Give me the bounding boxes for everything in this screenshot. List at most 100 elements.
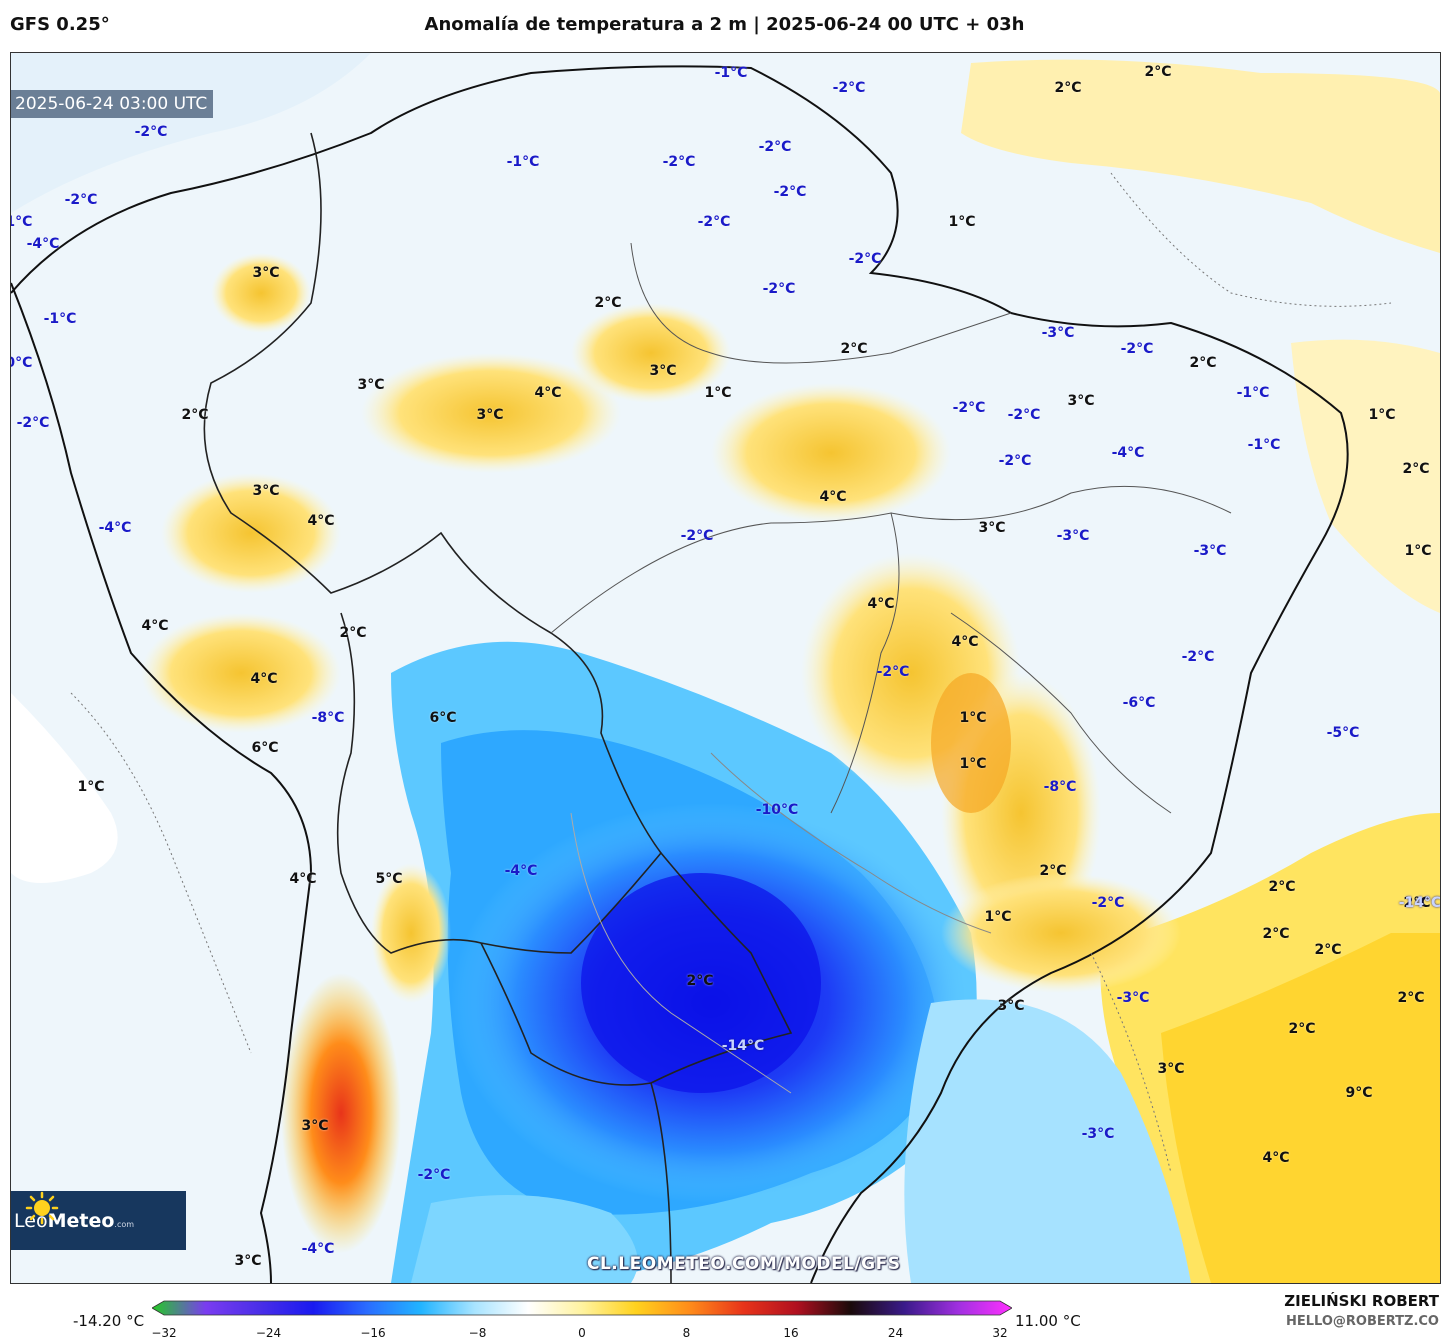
anomaly-label: -2°C <box>1091 895 1125 911</box>
anomaly-label: 3°C <box>357 377 385 393</box>
anomaly-label: -4°C <box>98 520 132 536</box>
colorbar-tick-label: −32 <box>151 1326 177 1340</box>
anomaly-label: -2°C <box>758 139 792 155</box>
anomaly-label: 4°C <box>867 596 895 612</box>
anomaly-label: 1°C <box>704 385 732 401</box>
anomaly-label: -2°C <box>998 453 1032 469</box>
anomaly-label: 2°C <box>1402 461 1430 477</box>
anomaly-label: -4°C <box>301 1241 335 1257</box>
colorbar-tick-label: −8 <box>468 1326 487 1340</box>
anomaly-label: -1°C <box>1247 437 1281 453</box>
anomaly-label: 4°C <box>250 671 278 687</box>
anomaly-label: 3°C <box>476 407 504 423</box>
anomaly-label: 3°C <box>997 998 1025 1014</box>
anomaly-label: 2°C <box>1054 80 1082 96</box>
anomaly-label: 1°C <box>984 909 1012 925</box>
anomaly-label: 1°C <box>959 710 987 726</box>
anomaly-label: 2°C <box>339 625 367 641</box>
anomaly-label: 2°C <box>1397 990 1425 1006</box>
anomaly-label: -2°C <box>1120 341 1154 357</box>
anomaly-label: 4°C <box>289 871 317 887</box>
leometeo-logo: LeoMeteo.com <box>11 1191 186 1250</box>
anomaly-label: -4°C <box>504 863 538 879</box>
anomaly-label: 2°C <box>1039 863 1067 879</box>
anomaly-label: -2°C <box>417 1167 451 1183</box>
anomaly-label: -14°C <box>1398 895 1441 911</box>
model-name: GFS 0.25° <box>10 14 110 35</box>
anomaly-label: -2°C <box>952 400 986 416</box>
anomaly-label: -8°C <box>1043 779 1077 795</box>
anomaly-label: 6°C <box>429 710 457 726</box>
anomaly-label: 3°C <box>301 1118 329 1134</box>
anomaly-label: -5°C <box>1326 725 1360 741</box>
anomaly-label: 4°C <box>819 489 847 505</box>
anomaly-label: -1°C <box>11 214 33 230</box>
anomaly-label: -2°C <box>697 214 731 230</box>
map-fill <box>11 53 1440 1283</box>
map-title: Anomalía de temperatura a 2 m | 2025-06-… <box>424 14 1025 35</box>
anomaly-label: 4°C <box>1262 1150 1290 1166</box>
anomaly-label: 1°C <box>948 214 976 230</box>
anomaly-label: -2°C <box>16 415 50 431</box>
anomaly-label: -10°C <box>755 802 799 818</box>
anomaly-label: -8°C <box>311 710 345 726</box>
anomaly-label: 3°C <box>1067 393 1095 409</box>
colorbar-tick-label: 0 <box>578 1326 586 1340</box>
anomaly-label: -3°C <box>1081 1126 1115 1142</box>
anomaly-label: 4°C <box>534 385 562 401</box>
anomaly-label: -6°C <box>1122 695 1156 711</box>
anomaly-label: 1°C <box>77 779 105 795</box>
colorbar-tick-label: −16 <box>360 1326 386 1340</box>
anomaly-label: -2°C <box>876 664 910 680</box>
author-email: HELLO@ROBERTZ.CO <box>1285 1314 1439 1329</box>
anomaly-label: -2°C <box>134 124 168 140</box>
anomaly-label: 3°C <box>252 483 280 499</box>
anomaly-label: 9°C <box>1345 1085 1373 1101</box>
anomaly-label: -4°C <box>26 236 60 252</box>
anomaly-label: 1°C <box>959 756 987 772</box>
anomaly-label: -2°C <box>64 192 98 208</box>
anomaly-label: 3°C <box>978 520 1006 536</box>
colorbar-tick-label: 8 <box>682 1326 691 1340</box>
anomaly-label: -2°C <box>1181 649 1215 665</box>
author-name: ZIELIŃSKI ROBERT <box>1284 1292 1439 1310</box>
anomaly-label: -1°C <box>43 311 77 327</box>
anomaly-label: 4°C <box>951 634 979 650</box>
anomaly-label: 4°C <box>307 513 335 529</box>
anomaly-label: 3°C <box>649 363 677 379</box>
anomaly-label: 2°C <box>1189 355 1217 371</box>
colorbar-min-label: -14.20 °C <box>73 1312 145 1330</box>
anomaly-label: -2°C <box>832 80 866 96</box>
anomaly-label: -3°C <box>1056 528 1090 544</box>
colorbar-tick-label: 32 <box>992 1326 1008 1340</box>
anomaly-label: -0°C <box>11 355 33 371</box>
valid-time-badge: 2025-06-24 03:00 UTC <box>11 90 214 118</box>
anomaly-label: -14°C <box>721 1038 765 1054</box>
anomaly-label: 2°C <box>1403 895 1431 911</box>
anomaly-label: 2°C <box>1268 879 1296 895</box>
anomaly-map: 2025-06-24 03:00 UTC LeoMeteo.com CL.LEO… <box>10 52 1441 1284</box>
anomaly-label: -2°C <box>662 154 696 170</box>
anomaly-label: 2°C <box>1288 1021 1316 1037</box>
anomaly-label: 3°C <box>252 265 280 281</box>
colorbar-max-label: 11.00 °C <box>1015 1312 1081 1330</box>
anomaly-label: -2°C <box>680 528 714 544</box>
anomaly-label: 6°C <box>251 740 279 756</box>
anomaly-label: -2°C <box>773 184 807 200</box>
source-watermark: CL.LEOMETEO.COM/MODEL/GFS <box>587 1254 901 1274</box>
colorbar <box>152 1300 1012 1316</box>
anomaly-label: -3°C <box>1041 325 1075 341</box>
anomaly-label: 2°C <box>181 407 209 423</box>
anomaly-label: -4°C <box>1111 445 1145 461</box>
anomaly-label: -1°C <box>506 154 540 170</box>
anomaly-label: 4°C <box>141 618 169 634</box>
anomaly-label: 2°C <box>1262 926 1290 942</box>
anomaly-label: 3°C <box>1157 1061 1185 1077</box>
anomaly-label: 1°C <box>1404 543 1432 559</box>
anomaly-label: 2°C <box>840 341 868 357</box>
anomaly-label: 5°C <box>375 871 403 887</box>
anomaly-label: 2°C <box>594 295 622 311</box>
anomaly-label: 2°C <box>1314 942 1342 958</box>
anomaly-label: -3°C <box>1116 990 1150 1006</box>
anomaly-label: -2°C <box>762 281 796 297</box>
